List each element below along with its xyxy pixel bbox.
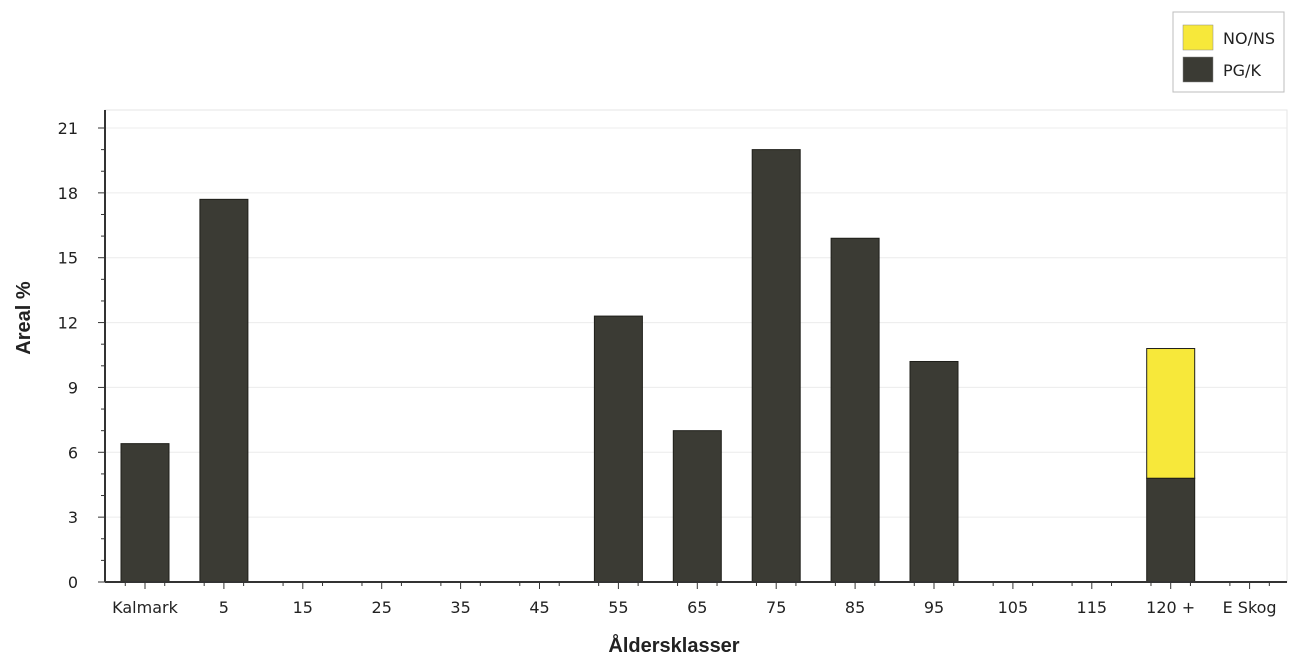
axes (98, 110, 1287, 589)
bar (1146, 348, 1196, 479)
legend-swatch (1182, 56, 1214, 83)
x-tick-label: 95 (924, 598, 944, 617)
bars (120, 149, 1196, 583)
x-tick-label: 75 (766, 598, 786, 617)
y-tick-label: 0 (68, 573, 78, 592)
x-tick-label: 5 (219, 598, 229, 617)
x-tick-label: 120 + (1146, 598, 1195, 617)
bar (199, 198, 249, 583)
y-tick-label: 15 (58, 249, 78, 268)
x-tick-label: 115 (1077, 598, 1108, 617)
x-tick-label: Kalmark (112, 598, 178, 617)
x-tick-label: E Skog (1223, 598, 1277, 617)
bar (751, 149, 801, 583)
x-tick-label: 35 (450, 598, 470, 617)
bar (593, 315, 643, 583)
x-tick-label: 55 (608, 598, 628, 617)
x-tick-label: 15 (293, 598, 313, 617)
legend-label: PG/K (1223, 61, 1261, 80)
bar (672, 430, 722, 583)
bar (1146, 477, 1196, 583)
legend: NO/NS PG/K (1172, 11, 1285, 93)
x-tick-label: 85 (845, 598, 865, 617)
x-axis-title: Åldersklasser (608, 633, 739, 657)
y-tick-label: 12 (58, 314, 78, 333)
y-tick-labels: 0 3 6 9 12 15 18 21 (58, 119, 78, 592)
bar (830, 237, 880, 583)
x-tick-label: 45 (529, 598, 549, 617)
y-tick-label: 21 (58, 119, 78, 138)
y-tick-label: 9 (68, 378, 78, 397)
y-tick-label: 3 (68, 508, 78, 527)
x-tick-label: 105 (998, 598, 1029, 617)
bar (909, 360, 959, 583)
x-tick-label: 65 (687, 598, 707, 617)
legend-label: NO/NS (1223, 29, 1275, 48)
y-axis-title: Areal % (13, 281, 35, 355)
legend-swatch (1182, 24, 1214, 51)
y-tick-label: 18 (58, 184, 78, 203)
y-tick-label: 6 (68, 443, 78, 462)
x-tick-labels: Kalmark 5 15 25 35 45 55 65 75 85 95 105 115 120 + E S… (112, 598, 1276, 617)
bar (120, 443, 170, 583)
x-tick-label: 25 (372, 598, 392, 617)
